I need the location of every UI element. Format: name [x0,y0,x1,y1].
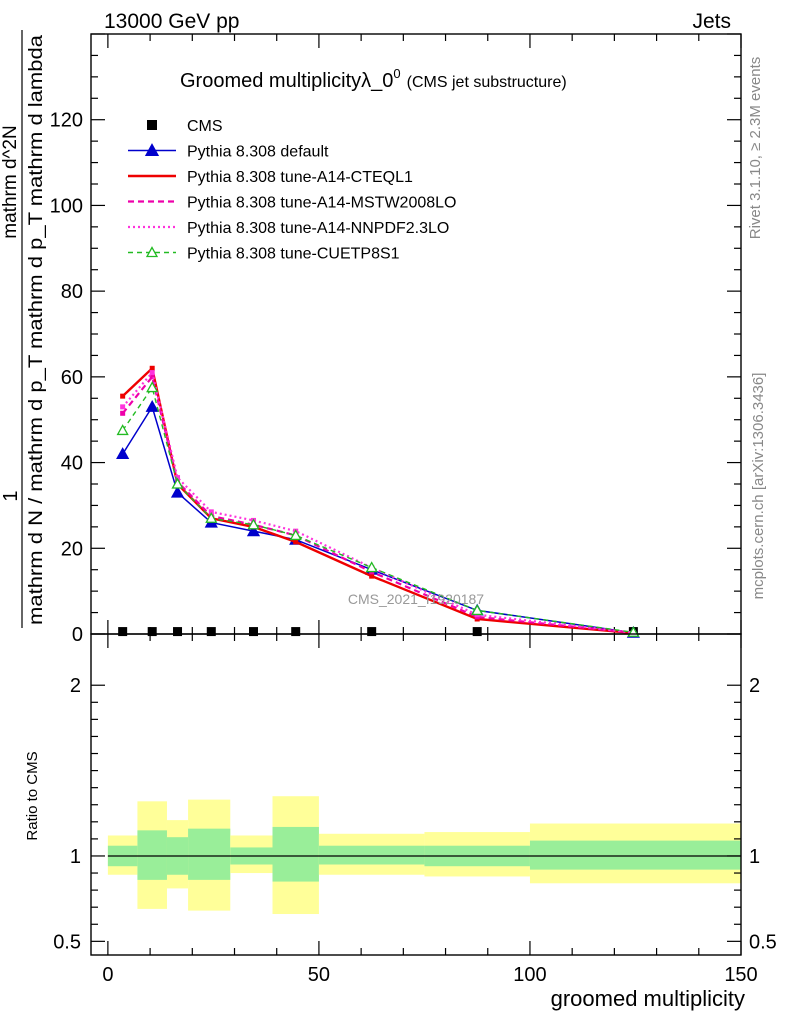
main-y-label-top: mathrm d^2N [0,125,21,238]
legend-label: Pythia 8.308 tune-CUETP8S1 [187,246,400,263]
y-tick-label: 20 [61,538,83,560]
series-marker [247,518,260,530]
series-marker [116,424,129,436]
series-marker [369,573,375,579]
series-5 [116,381,640,637]
series-marker [149,370,155,376]
ratio-panel-bands [107,796,741,915]
y-tick-label: 60 [61,367,83,389]
legend-label: Pythia 8.308 default [187,144,329,161]
ratio-y-label: Ratio to CMS [24,751,41,840]
legend-label: Pythia 8.308 tune-A14-CTEQL1 [187,169,413,186]
ratio-y-tick-label-right: 0.5 [749,931,777,953]
rivet-label: Rivet 3.1.10, ≥ 2.3M events [747,57,764,240]
cms-point [173,627,183,637]
series-marker [145,400,159,412]
series-marker [205,511,218,523]
ratio-band-inner [318,845,425,865]
ratio-band-inner [529,840,741,870]
series-marker [289,529,302,541]
series-marker [146,381,159,393]
ratio-y-tick-label: 1 [70,846,81,868]
x-tick-label: 100 [513,964,546,986]
series-line [122,385,634,633]
ratio-y-tick-label: 0.5 [53,931,81,953]
cms-point [291,627,301,637]
legend: CMS Pythia 8.308 default Pythia 8.308 tune… [128,118,456,263]
y-tick-label: 0 [72,624,83,646]
ratio-y-tick-label: 2 [70,675,81,697]
series-marker [120,410,126,416]
legend-label: Pythia 8.308 tune-A14-NNPDF2.3LO [187,220,449,237]
y-tick-label: 80 [61,281,83,303]
series-marker [246,524,261,537]
ratio-band-inner [272,826,319,882]
cms-point [472,627,482,637]
main-y-label-denominator: mathrm d N / mathrm d p_T mathrm d p_T m… [26,35,47,625]
cms-point [367,627,377,637]
mcplots-label: mcplots.cern.ch [arXiv:1306.3436] [750,373,767,600]
cms-point [147,627,157,637]
series-marker [365,561,378,573]
legend-label: CMS [187,118,223,135]
series-marker [471,604,484,616]
main-panel-series [116,365,640,638]
x-axis-label: groomed multiplicity [551,986,745,1011]
x-tick-label: 150 [724,964,757,986]
legend-label: Pythia 8.308 tune-A14-MSTW2008LO [187,195,456,212]
series-marker [116,447,130,460]
series-line [121,370,634,634]
cms-point [206,627,216,637]
series-marker [293,539,299,545]
ratio-band-inner [137,830,167,880]
series-0 [118,627,638,637]
header-left: 13000 GeV pp [104,10,239,33]
x-tick-label: 0 [102,964,113,986]
analysis-watermark: CMS_2021_I1920187 [348,591,484,607]
x-tick-label: 50 [308,964,330,986]
main-y-label-numerator: 1 [0,490,22,501]
cms-point [118,627,128,637]
main-y-label: 1 mathrm d^2N mathrm d N / mathrm d p_T … [0,30,47,628]
legend-marker [144,143,160,156]
ratio-y-tick-label-right: 1 [749,846,760,868]
series-marker [149,374,155,380]
ratio-band-inner [188,828,231,880]
series-marker [120,404,126,410]
series-marker [175,475,181,481]
cms-point [249,627,258,637]
chart-title: Groomed multiplicityλ_00 (CMS jet substru… [180,66,567,92]
series-marker [170,485,185,498]
legend-marker [145,246,159,258]
ratio-y-tick-label-right: 2 [749,675,760,697]
y-tick-label: 40 [61,453,83,475]
y-tick-label: 100 [50,195,83,217]
legend-marker [147,120,157,130]
series-marker [149,365,155,371]
chart-title-main: Groomed multiplicityλ_0 [180,70,393,92]
series-marker [120,393,126,399]
series-marker [208,509,214,515]
header-right: Jets [692,10,731,33]
ratio-frame [90,633,742,956]
y-tick-label: 120 [50,110,83,132]
chart-title-sup: 0 [393,66,400,81]
chart-subtitle: (CMS jet substructure) [407,74,567,91]
ratio-panel-axes: 0.5 0.5 1 1 2 2 0 50 100 150 [53,633,777,986]
series-marker [171,477,184,489]
